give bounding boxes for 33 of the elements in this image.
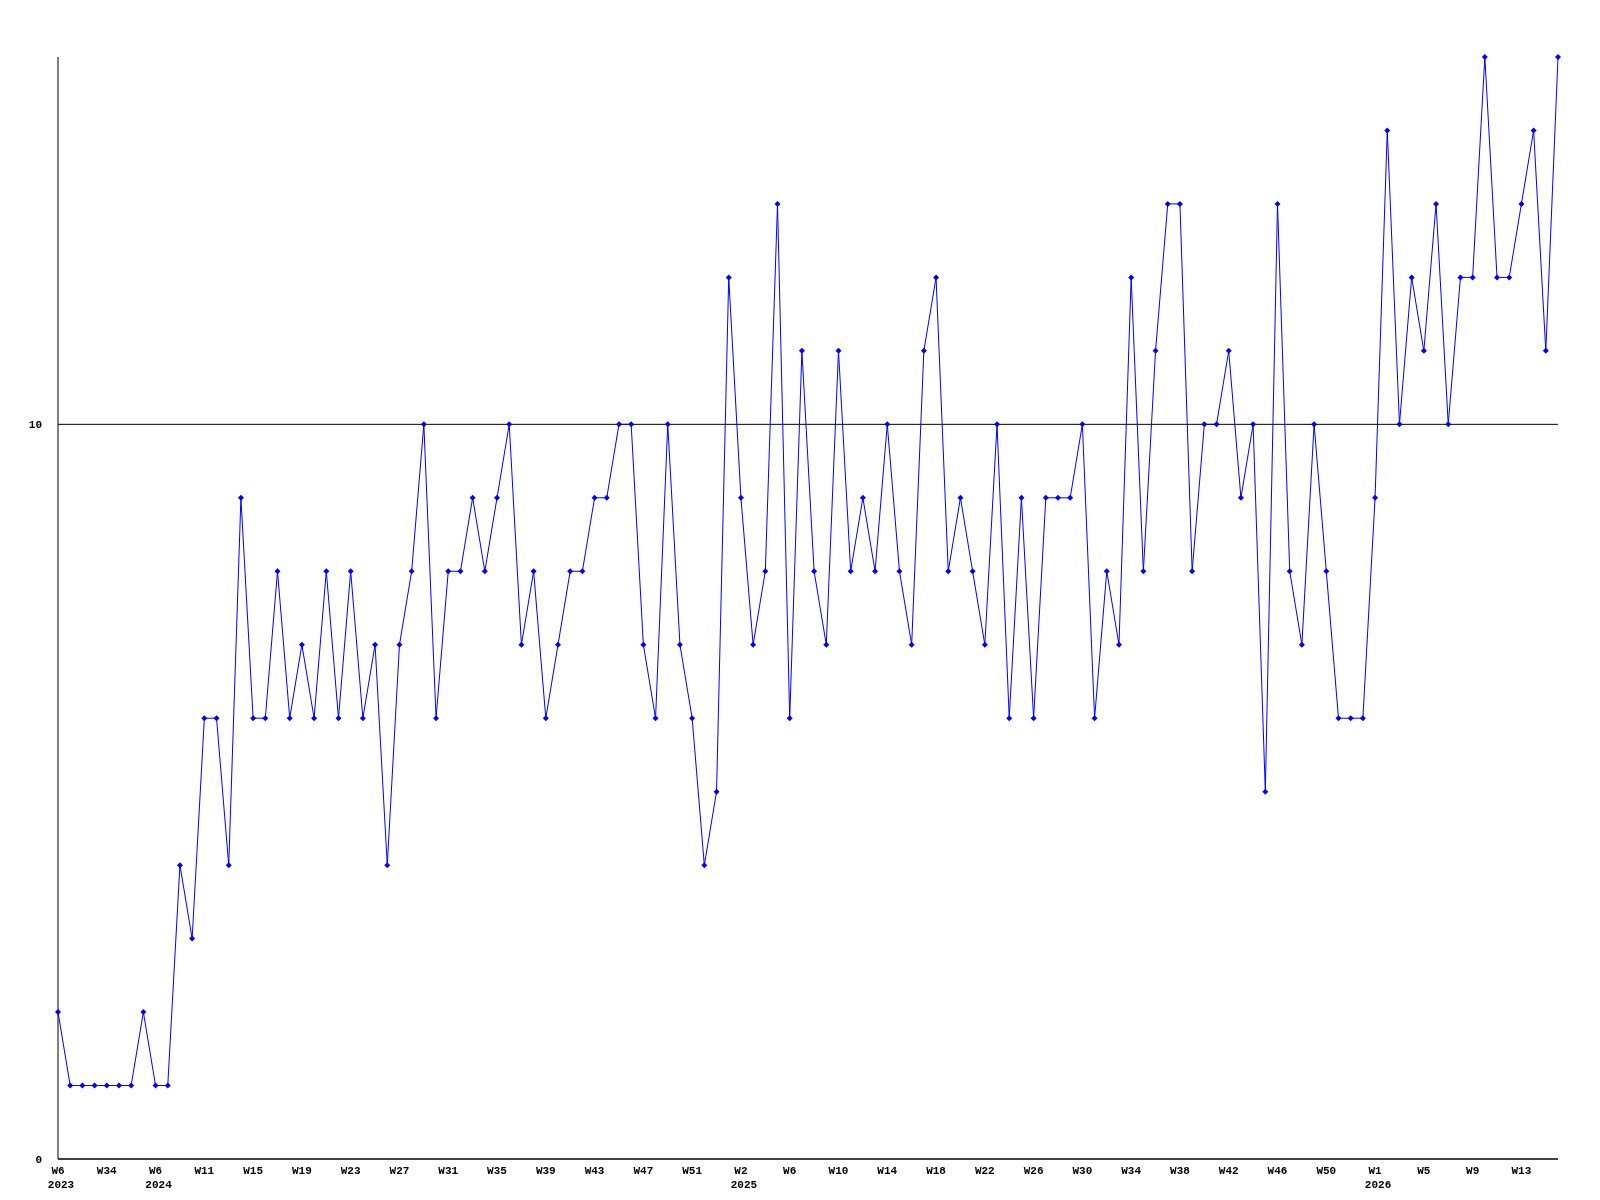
x-tick-label: W51 bbox=[682, 1165, 703, 1177]
x-tick-label: W30 bbox=[1072, 1165, 1093, 1177]
x-tick-label: W31 bbox=[438, 1165, 459, 1177]
x-tick-label: W39 bbox=[535, 1165, 556, 1177]
x-tick-label: W46 bbox=[1267, 1165, 1288, 1177]
x-tick-label: W22 bbox=[974, 1165, 995, 1177]
x-tick-label: W6 2023 bbox=[47, 1165, 75, 1191]
x-tick-label: W47 bbox=[633, 1165, 654, 1177]
x-tick-label: W5 bbox=[1417, 1165, 1431, 1177]
x-tick-label: W27 bbox=[389, 1165, 410, 1177]
x-tick-label: W19 bbox=[292, 1165, 312, 1177]
x-tick-label: W14 bbox=[877, 1165, 898, 1177]
x-tick-label: W10 bbox=[828, 1165, 849, 1177]
x-tick-label: W34 bbox=[96, 1165, 118, 1177]
x-tick-label: W13 bbox=[1511, 1165, 1532, 1177]
x-tick-label: W23 bbox=[340, 1165, 361, 1177]
x-tick-label: W38 bbox=[1170, 1165, 1191, 1177]
x-tick-label: W2 2025 bbox=[730, 1165, 758, 1191]
x-tick-label: W18 bbox=[926, 1165, 947, 1177]
x-tick-label: W6 2024 bbox=[145, 1165, 173, 1191]
y-tick-label: 0 bbox=[35, 1153, 42, 1166]
x-tick-label: W9 bbox=[1466, 1165, 1480, 1177]
x-tick-label: W50 bbox=[1316, 1165, 1337, 1177]
x-tick-label: W35 bbox=[487, 1165, 508, 1177]
x-tick-label: W1 2026 bbox=[1364, 1165, 1392, 1191]
x-tick-label: W34 bbox=[1121, 1165, 1142, 1177]
x-tick-label: W26 bbox=[1023, 1165, 1044, 1177]
y-tick-label: 10 bbox=[28, 419, 42, 432]
x-tick-label: W6 bbox=[783, 1165, 797, 1177]
x-tick-label: W11 bbox=[194, 1165, 215, 1177]
x-tick-label: W43 bbox=[584, 1165, 605, 1177]
x-tick-label: W15 bbox=[243, 1165, 264, 1177]
x-tick-label: W42 bbox=[1218, 1165, 1239, 1177]
